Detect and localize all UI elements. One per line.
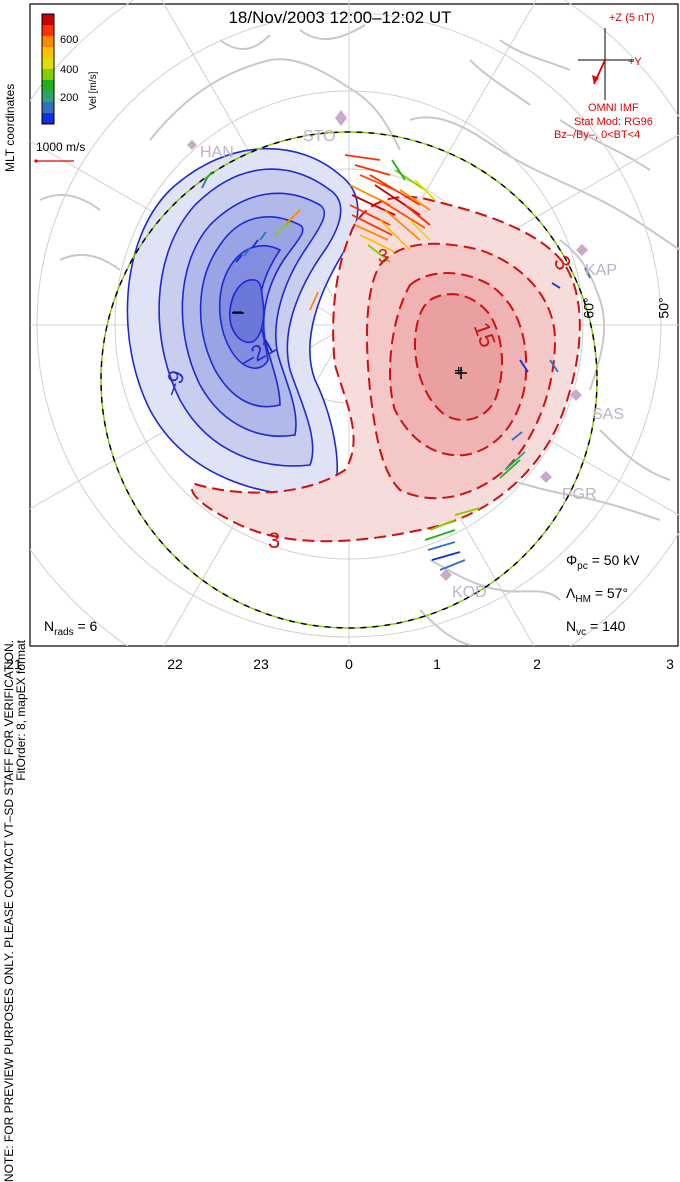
stat-n-rads: Nrads = 6 (44, 618, 98, 638)
colorbar-border (41, 13, 55, 125)
latitude-label-50: 50° (655, 297, 672, 319)
station-han: HAN (200, 144, 234, 161)
mlt-tick-3: 3 (666, 656, 674, 672)
map-canvas (29, 0, 680, 647)
mlt-tick-2: 2 (533, 656, 541, 672)
mlt-tick-1: 1 (433, 656, 441, 672)
colorbar-tick-600: 600 (60, 34, 79, 46)
mlt-tick-22: 22 (167, 656, 183, 672)
mlt-tick-0: 0 (345, 656, 353, 672)
cell-min-symbol: – (233, 303, 242, 320)
map-title: 18/Nov/2003 12:00–12:02 UT (228, 8, 452, 27)
contour-label-3-top: 3 (378, 246, 389, 266)
colorbar-swatch (42, 47, 54, 59)
cell-max-symbol: + (454, 363, 464, 380)
mlt-tick-21: 21 (6, 656, 22, 672)
station-pgr: PGR (562, 486, 597, 503)
coords-label-vertical: MLT coordinates (3, 83, 17, 172)
colorbar-swatch (42, 102, 54, 114)
station-sas: SAS (592, 406, 625, 423)
scale-vector-label: 1000 m/s (36, 140, 86, 154)
velocity-vectors (201, 154, 591, 571)
colorbar-swatch (42, 113, 54, 125)
colorbar-label: Vel [m/s] (88, 71, 99, 110)
imf-z-label: +Z (5 nT) (609, 12, 655, 24)
colorbar-swatch (42, 36, 54, 48)
station-sto: STO (303, 128, 336, 145)
station-kod: KOD (452, 584, 487, 601)
colorbar-swatch (42, 25, 54, 37)
colorbar (41, 13, 55, 125)
latitude-label-60: 60° (580, 297, 597, 319)
imf-y-label: +Y (628, 56, 642, 68)
colorbar-swatch (42, 69, 54, 81)
colorbar-tick-400: 400 (60, 64, 79, 76)
colorbar-swatch (42, 58, 54, 70)
imf-omni-label: OMNI IMF (588, 102, 639, 114)
stat-n-vc: Nvc = 140 (566, 618, 626, 638)
colorbar-swatch (42, 91, 54, 103)
mlt-tick-23: 23 (253, 656, 269, 672)
scale-vector-dot (34, 159, 38, 163)
station-kap: KAP (585, 262, 618, 279)
stat-lambda-hm: ΛHM = 57° (566, 585, 629, 605)
positive-potential-cell (190, 195, 581, 543)
hm-boundary-green (100, 131, 598, 629)
contour-label-3-bottom: 3 (268, 528, 281, 553)
imf-clock (578, 28, 634, 100)
station-markers (187, 110, 588, 581)
cell-extrema (232, 312, 467, 379)
stat-phi-pc: Φpc = 50 kV (566, 552, 640, 572)
colorbar-swatch (42, 80, 54, 92)
colorbar-swatch (42, 14, 54, 26)
imf-stat-model: Stat Mod: RG96 (574, 116, 653, 128)
imf-bz-by: Bz–/By–, 0<BT<4 (554, 129, 641, 141)
negative-potential-cell (126, 147, 359, 497)
colorbar-tick-200: 200 (60, 92, 79, 104)
